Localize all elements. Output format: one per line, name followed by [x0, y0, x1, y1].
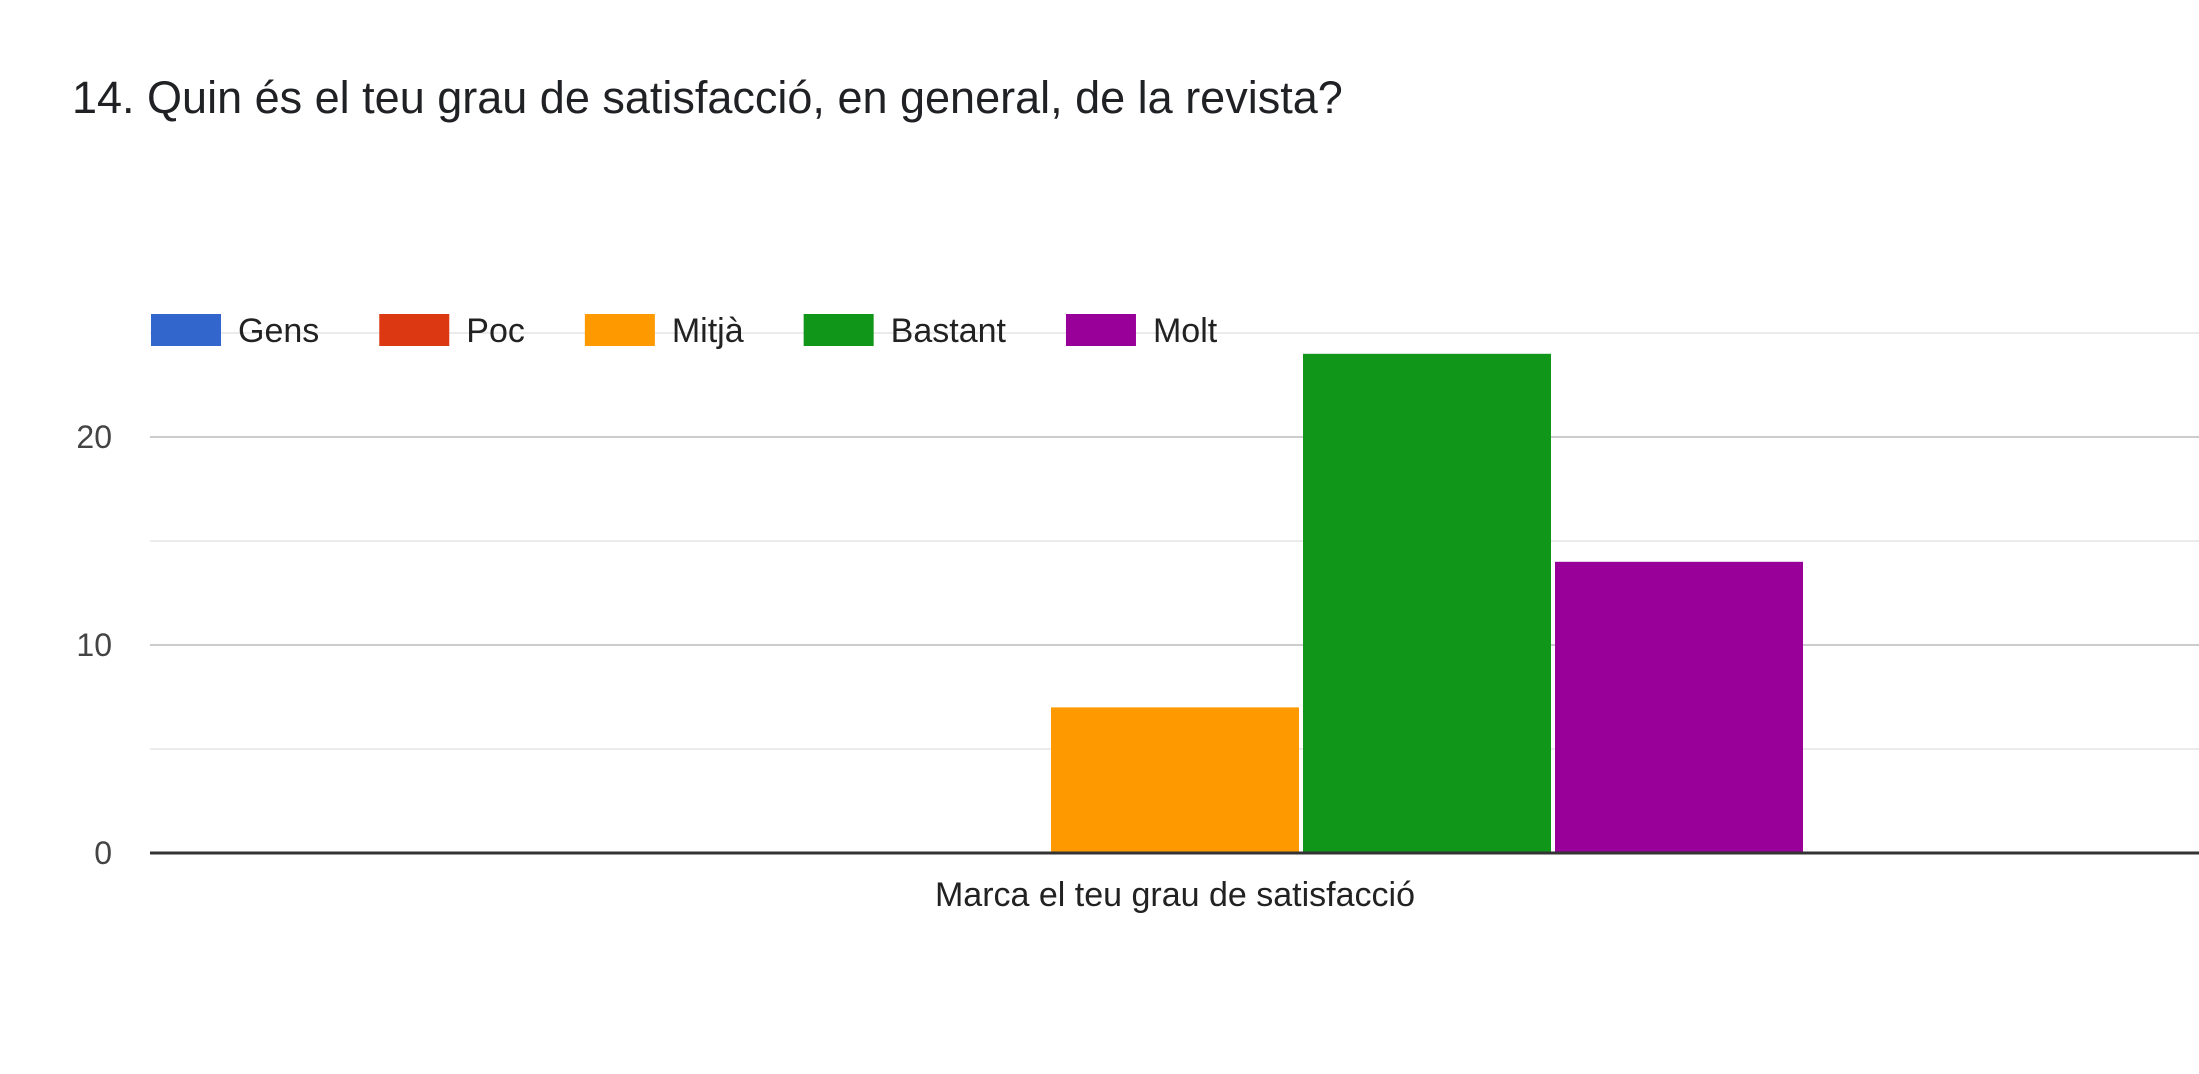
x-category-label: Marca el teu grau de satisfacció	[935, 876, 1415, 914]
legend-label: Bastant	[891, 312, 1007, 350]
y-tick-label: 0	[94, 835, 112, 871]
legend-label: Molt	[1153, 312, 1218, 350]
legend-item-molt: Molt	[1065, 312, 1218, 350]
axes: 0 10 20 Marca el teu grau de satisfacció	[76, 419, 2199, 914]
legend-item-mitj-: Mitjà	[584, 312, 744, 350]
legend-swatch	[379, 314, 450, 346]
legend-swatch	[584, 314, 655, 346]
bars	[1051, 353, 1803, 853]
gridlines	[150, 332, 2199, 750]
y-tick-label: 20	[76, 419, 112, 455]
bar-bastant	[1303, 353, 1551, 853]
legend-item-poc: Poc	[379, 312, 525, 350]
legend-swatch	[803, 314, 874, 346]
legend-swatch	[1065, 314, 1136, 346]
chart-title: 14. Quin és el teu grau de satisfacció, …	[72, 72, 1343, 123]
legend-label: Mitjà	[672, 312, 744, 350]
bar-molt	[1555, 561, 1803, 853]
legend-swatch	[151, 314, 221, 346]
legend-item-bastant: Bastant	[803, 312, 1007, 350]
legend-item-gens: Gens	[151, 312, 319, 350]
bar-mitj-	[1051, 707, 1299, 853]
legend: Gens Poc Mitjà Bastant Molt	[151, 312, 1218, 350]
legend-label: Poc	[466, 312, 525, 350]
y-tick-label: 10	[76, 627, 112, 663]
legend-label: Gens	[238, 312, 319, 350]
